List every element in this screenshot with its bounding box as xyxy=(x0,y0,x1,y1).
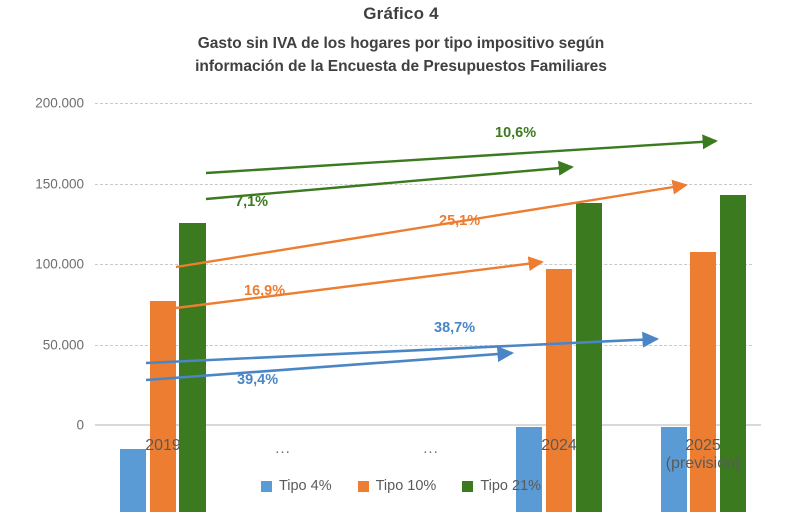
gridline-150000 xyxy=(95,184,752,185)
y-tick-label-1: 150.000 xyxy=(35,176,84,192)
legend-item-tipo21[interactable]: Tipo 21% xyxy=(462,478,541,494)
x-tick-label-2025: 2025 (previsión) xyxy=(660,437,746,473)
bar-2019-tipo21[interactable] xyxy=(179,223,206,512)
y-tick-label-3: 50.000 xyxy=(42,337,84,353)
x-tick-label-2024: 2024 xyxy=(541,437,577,454)
gridline-200000 xyxy=(95,103,752,104)
y-tick-label-2: 100.000 xyxy=(35,256,84,272)
legend-label-tipo10: Tipo 10% xyxy=(375,478,437,494)
bar-2024-tipo10[interactable] xyxy=(546,269,572,512)
annotation-tipo21-2025: 7,1% xyxy=(235,194,269,210)
chart-legend: Tipo 4% Tipo 10% Tipo 21% xyxy=(0,478,802,494)
bar-2024-tipo4[interactable] xyxy=(516,427,542,512)
annotation-tipo4-2024: 38,7% xyxy=(434,320,476,336)
bar-2025-tipo10[interactable] xyxy=(690,252,716,512)
x-tick-label-dots-1: ... xyxy=(275,440,291,457)
annotation-tipo10-2025: 16,9% xyxy=(244,283,286,299)
chart-subtitle-line2: información de la Encuesta de Presupuest… xyxy=(195,58,607,75)
bar-2025-tipo21[interactable] xyxy=(720,195,746,512)
legend-item-tipo10[interactable]: Tipo 10% xyxy=(357,478,437,494)
y-tick-label-4: 0 xyxy=(76,417,84,433)
x-tick-label-2025-year: 2025 xyxy=(685,437,721,454)
y-tick-label-0: 200.000 xyxy=(35,95,84,111)
legend-swatch-icon-tipo4 xyxy=(260,480,272,492)
chart-subtitle-line1: Gasto sin IVA de los hogares por tipo im… xyxy=(197,35,605,52)
annotation-tipo21-2024: 10,6% xyxy=(495,125,537,141)
x-tick-label-2025-note: (previsión) xyxy=(665,455,741,472)
x-tick-label-dots-2: ... xyxy=(423,440,439,457)
annotation-tipo10-2024: 25,1% xyxy=(439,213,481,229)
legend-swatch-icon-tipo10 xyxy=(357,480,369,492)
axis-baseline xyxy=(95,424,761,426)
chart-title: Gráfico 4 xyxy=(363,4,439,23)
x-tick-label-2019: 2019 xyxy=(145,437,181,454)
chart-subtitle: Gasto sin IVA de los hogares por tipo im… xyxy=(0,32,802,78)
bar-2025-tipo4[interactable] xyxy=(661,427,687,512)
legend-swatch-icon-tipo21 xyxy=(462,480,474,492)
bar-2024-tipo21[interactable] xyxy=(576,203,602,512)
legend-item-tipo4[interactable]: Tipo 4% xyxy=(260,478,332,494)
bar-2019-tipo4[interactable] xyxy=(120,449,146,512)
annotation-tipo4-2025: 39,4% xyxy=(237,372,279,388)
legend-label-tipo4: Tipo 4% xyxy=(278,478,332,494)
bar-2019-tipo10[interactable] xyxy=(150,301,176,512)
legend-label-tipo21: Tipo 21% xyxy=(480,478,542,494)
